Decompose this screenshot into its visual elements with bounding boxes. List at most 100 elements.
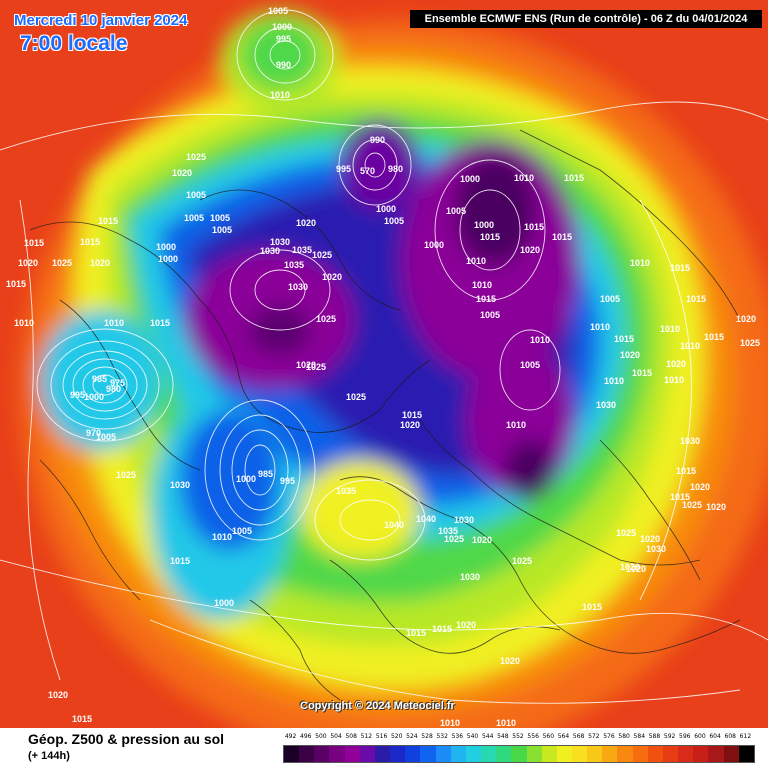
isobar-label: 1020 — [500, 656, 520, 666]
isobar-label: 980 — [388, 164, 403, 174]
isobar-label: 1010 — [212, 532, 232, 542]
isobar-label: 1020 — [520, 245, 540, 255]
isobar-label: 1020 — [90, 258, 110, 268]
isobar-label: 1030 — [680, 436, 700, 446]
color-scale-label: 572 — [588, 733, 600, 740]
color-scale-swatch — [587, 746, 603, 762]
isobar-label: 1015 — [24, 238, 44, 248]
isobar-label: 1010 — [440, 718, 460, 728]
isobar-label: 1020 — [620, 562, 640, 572]
color-scale-label: 580 — [618, 733, 630, 740]
color-scale-label: 568 — [572, 733, 585, 740]
color-scale-swatch — [374, 746, 391, 762]
isobar-label: 1005 — [446, 206, 466, 216]
isobar-label: 1000 — [376, 204, 396, 214]
isobar-label: 995 — [276, 34, 291, 44]
isobar-label: 1040 — [384, 520, 404, 530]
isobar-label: 1025 — [116, 470, 136, 480]
isobar-label: 1020 — [620, 350, 640, 360]
isobar-label: 570 — [360, 166, 375, 176]
isobar-label: 1015 — [704, 332, 724, 342]
color-scale-swatch — [314, 746, 330, 762]
isobar-label: 1000 — [460, 174, 480, 184]
run-info-banner: Ensemble ECMWF ENS (Run de contrôle) - 0… — [410, 10, 762, 28]
isobar-label: 1005 — [212, 225, 232, 235]
color-scale-label: 576 — [603, 733, 615, 740]
isobar-label: 1015 — [72, 714, 92, 724]
color-scale-swatch — [738, 746, 754, 762]
color-scale-swatch — [344, 746, 360, 762]
color-scale-label: 560 — [542, 733, 555, 740]
color-scale-swatch — [329, 746, 345, 762]
isobar-label: 985 — [92, 374, 107, 384]
isobar-label: 1015 — [432, 624, 452, 634]
forecast-date: Mercredi 10 janvier 2024 — [14, 12, 188, 29]
color-scale-label: 524 — [406, 733, 418, 740]
isobar-label: 1005 — [186, 190, 206, 200]
isobar-label: 1030 — [270, 237, 290, 247]
color-scale-label: 592 — [663, 733, 676, 740]
isobar-label: 1005 — [384, 216, 404, 226]
isobar-label: 1015 — [670, 263, 690, 273]
isobar-label: 985 — [258, 469, 273, 479]
parameter-title: Géop. Z500 & pression au sol — [28, 731, 225, 747]
isobar-label: 1015 — [524, 222, 544, 232]
isobar-label: 1010 — [630, 258, 650, 268]
isobar-label: 1015 — [150, 318, 170, 328]
isobar-label: 1025 — [306, 362, 326, 372]
color-scale-label: 500 — [315, 733, 327, 740]
isobar-label: 1025 — [616, 528, 636, 538]
isobar-label: 1020 — [472, 535, 492, 545]
isobar-label: 1010 — [514, 173, 534, 183]
color-scale-label: 584 — [633, 733, 646, 740]
isobar-label: 1005 — [520, 360, 540, 370]
isobar-label: 1010 — [506, 420, 526, 430]
isobar-label: 1020 — [400, 420, 420, 430]
color-scale-label: 548 — [497, 733, 509, 740]
color-scale-swatch — [708, 746, 724, 762]
isobar-label: 1010 — [590, 322, 610, 332]
color-scale-swatch — [556, 746, 572, 762]
isobar-label: 1020 — [172, 168, 192, 178]
color-scale-label: 612 — [739, 733, 752, 740]
isobar-label: 1020 — [640, 534, 660, 544]
forecast-time: 7:00 locale — [20, 32, 128, 55]
isobar-label: 995 — [280, 476, 295, 486]
isobar-label: 1010 — [604, 376, 624, 386]
isobar-label: 1020 — [18, 258, 38, 268]
isobar-label: 990 — [276, 60, 291, 70]
isobar-label: 1010 — [104, 318, 124, 328]
isobar-label: 1010 — [496, 718, 516, 728]
isobar-label: 1005 — [600, 294, 620, 304]
isobar-label: 1020 — [322, 272, 342, 282]
color-scale-swatch — [496, 746, 512, 762]
isobar-label: 1015 — [582, 602, 602, 612]
isobar-label: 1015 — [632, 368, 652, 378]
color-scale-label: 596 — [679, 733, 691, 740]
isobar-label: 1020 — [456, 620, 476, 630]
isobar-label: 1035 — [284, 260, 304, 270]
color-scale-swatch — [647, 746, 663, 762]
color-scale-swatch — [617, 746, 633, 762]
color-scale-swatch — [299, 746, 315, 762]
color-scale-labels: 492 496 500 504 508 512 516 520 524 528 532 536 540 5… — [283, 733, 753, 743]
isobar-label: 995 — [70, 390, 85, 400]
isobar-label: 1015 — [676, 466, 696, 476]
color-scale-label: 564 — [557, 733, 570, 740]
color-scale-swatch — [526, 746, 542, 762]
isobar-label: 1015 — [480, 232, 500, 242]
color-scale-label: 540 — [466, 733, 479, 740]
isobar-label: 1030 — [646, 544, 666, 554]
isobar-label: 1025 — [316, 314, 336, 324]
isobar-label: 1000 — [158, 254, 178, 264]
isobar-label: 1000 — [84, 392, 104, 402]
isobar-label: 1030 — [288, 282, 308, 292]
isobar-label: 1015 — [552, 232, 572, 242]
color-scale-label: 528 — [421, 733, 433, 740]
isobar-label: 1015 — [686, 294, 706, 304]
isobar-label: 1020 — [666, 359, 686, 369]
color-scale-label: 608 — [724, 733, 736, 740]
isobar-label: 975 — [110, 378, 125, 388]
color-scale-label: 504 — [330, 733, 342, 740]
